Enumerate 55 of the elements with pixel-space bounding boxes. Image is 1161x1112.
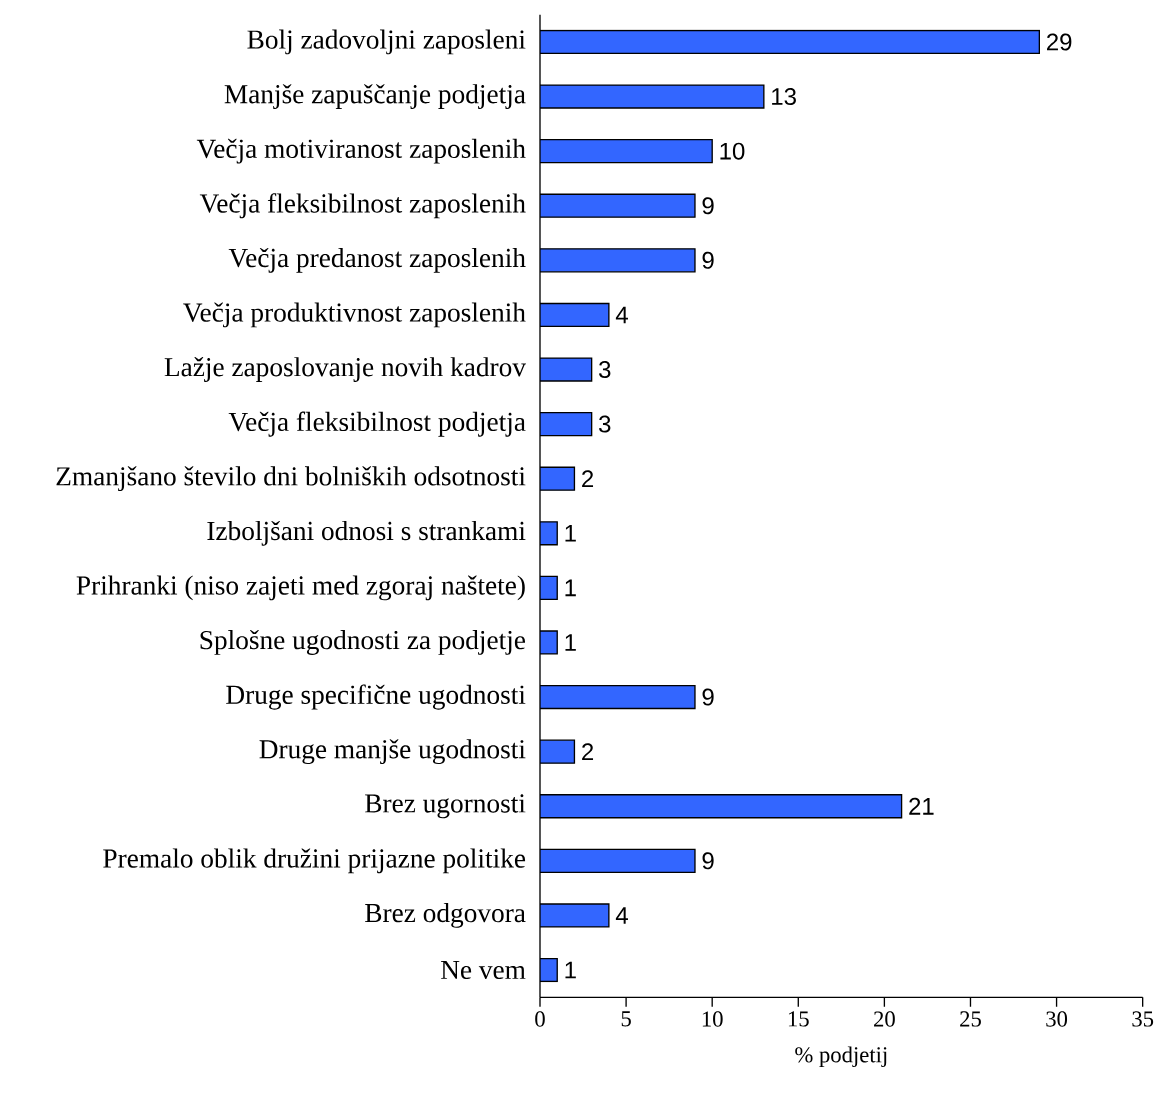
y-tick-label: Večja motiviranost zaposlenih (196, 138, 526, 164)
x-tick-label: 25 (960, 1011, 981, 1027)
x-axis-title: % podjetij (795, 1046, 887, 1068)
data-label: 2 (582, 743, 594, 761)
data-label: 3 (599, 415, 611, 433)
x-tick-label: 30 (1046, 1011, 1068, 1027)
data-label: 1 (565, 634, 576, 651)
data-label: 4 (615, 907, 628, 924)
y-tick-label: Večja predanost zaposlenih (228, 247, 526, 273)
y-tick-label: Bolj zadovoljni zaposleni (247, 29, 526, 55)
y-tick-label: Lažje zaposlovanje novih kadrov (164, 357, 526, 382)
y-tick-label: Večja fleksibilnost zaposlenih (199, 193, 526, 219)
data-label: 1 (565, 525, 576, 542)
y-tick-label: Ne vem (440, 960, 526, 980)
data-label: 2 (582, 470, 594, 488)
data-label: 29 (1047, 33, 1072, 51)
bar (540, 139, 713, 164)
data-label: 9 (702, 852, 714, 870)
y-tick-label: Zmanjšano število dni bolniških odsotnosti (56, 466, 526, 492)
y-tick-label: Manjše zapuščanje podjetja (224, 84, 526, 109)
x-tick-label: 20 (874, 1011, 895, 1027)
x-tick-label: 10 (702, 1011, 723, 1027)
bar (540, 302, 610, 328)
data-label: 9 (702, 197, 714, 215)
y-tick-label: Druge manjše ugodnosti (259, 739, 526, 765)
data-label: 1 (565, 579, 576, 597)
bar (540, 248, 696, 273)
y-tick-label: Druge specifične ugodnosti (226, 684, 526, 710)
y-tick-label: Večja fleksibilnost podjetja (228, 411, 526, 437)
bar (540, 193, 696, 218)
data-label: 10 (720, 142, 745, 160)
bar (540, 848, 696, 873)
data-label: 13 (772, 88, 796, 106)
y-tick-label: Večja produktivnost zaposlenih (183, 302, 526, 328)
x-tick-label: 15 (788, 1011, 809, 1027)
y-tick-label: Izboljšani odnosi s strankami (207, 520, 526, 546)
y-tick-label: Splošne ugodnosti za podjetje (200, 630, 526, 655)
bar (540, 411, 593, 437)
y-tick-label: Brez odgovora (365, 903, 526, 928)
data-label: 3 (599, 361, 611, 379)
x-tick-label: 5 (621, 1011, 631, 1027)
y-tick-label: Brez ugornosti (365, 794, 526, 819)
bar (540, 794, 903, 819)
bar (540, 29, 1041, 55)
bar (540, 684, 696, 710)
data-label: 4 (615, 306, 628, 324)
y-tick-label: Prihranki (niso zajeti med zgoraj naštete) (76, 575, 525, 601)
data-label: 9 (702, 251, 714, 269)
data-label: 9 (702, 688, 714, 706)
bar (540, 84, 765, 109)
y-tick-label: Premalo oblik družini prijazne politike (103, 848, 526, 874)
data-label: 1 (565, 961, 576, 979)
data-label: 21 (909, 797, 934, 815)
x-tick-label: 0 (535, 1011, 545, 1027)
x-tick-label: 35 (1132, 1011, 1154, 1027)
